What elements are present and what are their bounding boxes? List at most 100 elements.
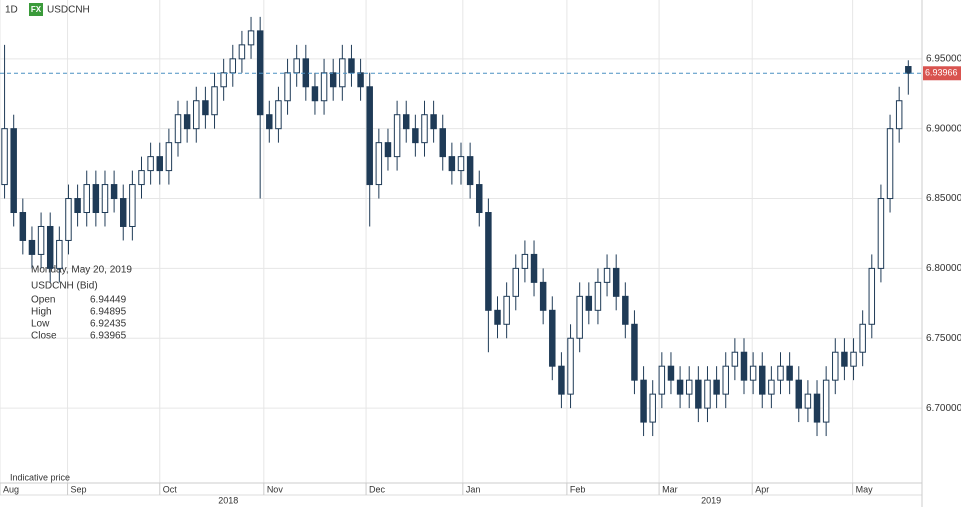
candle-body xyxy=(439,128,446,158)
candle-body xyxy=(138,170,145,186)
candle-body xyxy=(576,295,583,339)
candle-body xyxy=(722,365,729,395)
candle-body xyxy=(202,100,209,116)
candle-body xyxy=(37,225,45,255)
candle-body xyxy=(667,365,675,381)
candle-body xyxy=(402,114,410,130)
candle-body xyxy=(74,198,81,214)
candle-body xyxy=(631,323,638,381)
candle-body xyxy=(65,198,72,241)
candle-body xyxy=(832,351,839,381)
candle-body xyxy=(375,142,383,186)
candle-body xyxy=(795,379,803,409)
x-tick-label: Nov xyxy=(267,484,284,494)
candle-body xyxy=(777,365,784,381)
candle-body xyxy=(357,72,364,88)
info-value: 6.93965 xyxy=(90,331,127,342)
candle-body xyxy=(539,281,547,311)
candle-body xyxy=(92,184,100,214)
candle-body xyxy=(749,365,757,381)
candle-body xyxy=(293,58,300,74)
candle-body xyxy=(521,253,529,269)
candle-body xyxy=(804,393,812,409)
candle-body xyxy=(740,351,748,381)
candle-body xyxy=(685,379,693,395)
info-value: 6.94449 xyxy=(90,295,127,306)
candle-body xyxy=(393,114,401,158)
candle-body xyxy=(183,114,191,130)
info-value: 6.94895 xyxy=(90,307,127,318)
candle-body xyxy=(622,295,629,325)
candle-body xyxy=(503,295,510,325)
candle-body xyxy=(366,86,373,186)
candle-body xyxy=(822,379,830,423)
candle-body xyxy=(877,198,885,269)
candle-body xyxy=(658,365,666,395)
candle-body xyxy=(266,114,273,130)
x-tick-label: Jan xyxy=(466,484,481,494)
info-label: Open xyxy=(31,295,55,306)
candle-body xyxy=(640,379,647,423)
x-tick-label: Feb xyxy=(570,484,586,494)
x-tick-label: Sep xyxy=(71,484,87,494)
candle-body xyxy=(56,239,63,269)
candle-body xyxy=(786,365,793,381)
candle-body xyxy=(238,44,246,60)
note: Indicative price xyxy=(10,472,70,482)
price-tag-label: 6.93966 xyxy=(925,68,958,78)
candle-body xyxy=(220,72,227,88)
fx-badge-bg xyxy=(29,3,43,16)
candle-body xyxy=(457,156,465,172)
candle-body xyxy=(348,58,355,74)
candle-body xyxy=(713,379,720,395)
candle-body xyxy=(558,365,565,395)
candle-body xyxy=(649,393,656,423)
candle-body xyxy=(10,128,17,214)
y-tick-label: 6.70000 xyxy=(926,403,961,414)
candle-body xyxy=(284,72,291,102)
candle-body xyxy=(476,184,483,214)
candle-body xyxy=(275,100,282,130)
candle-body xyxy=(320,72,328,102)
info-label: Low xyxy=(31,319,50,330)
candle-body xyxy=(695,379,702,409)
candle-body xyxy=(110,184,118,200)
y-tick-label: 6.95000 xyxy=(926,53,961,64)
candle-body xyxy=(165,142,173,172)
candle-body xyxy=(603,267,611,283)
candle-body xyxy=(211,86,218,116)
candle-body xyxy=(147,156,154,172)
interval[interactable]: 1D xyxy=(5,5,18,16)
year-label: 2019 xyxy=(701,495,721,505)
candle-body xyxy=(841,351,848,367)
info-label: High xyxy=(31,307,52,318)
candle-body xyxy=(612,267,620,297)
x-tick-label: May xyxy=(856,484,874,494)
candle-body xyxy=(229,58,237,74)
candle-body xyxy=(129,184,136,227)
candle-body xyxy=(567,337,574,395)
candle-body xyxy=(448,156,456,172)
candle-body xyxy=(905,66,912,74)
candle-body xyxy=(28,239,36,255)
candle-body xyxy=(731,351,739,367)
x-tick-label: Aug xyxy=(3,484,19,494)
candle-body xyxy=(859,323,866,353)
candle-body xyxy=(768,379,775,395)
candle-body xyxy=(19,212,27,241)
info-label: Close xyxy=(31,331,57,342)
info-instrument: USDCNH (Bid) xyxy=(31,281,98,292)
y-tick-label: 6.80000 xyxy=(926,263,961,274)
y-tick-label: 6.85000 xyxy=(926,193,961,204)
candle-body xyxy=(101,184,109,214)
candle-body xyxy=(421,114,428,144)
candle-body xyxy=(83,184,90,214)
x-tick-label: Oct xyxy=(163,484,178,494)
candle-body xyxy=(329,72,337,88)
symbol[interactable]: USDCNH xyxy=(47,5,90,16)
info-date: Monday, May 20, 2019 xyxy=(31,265,132,276)
candle-body xyxy=(512,267,520,297)
candle-body xyxy=(676,379,684,395)
candle-body xyxy=(868,267,876,325)
